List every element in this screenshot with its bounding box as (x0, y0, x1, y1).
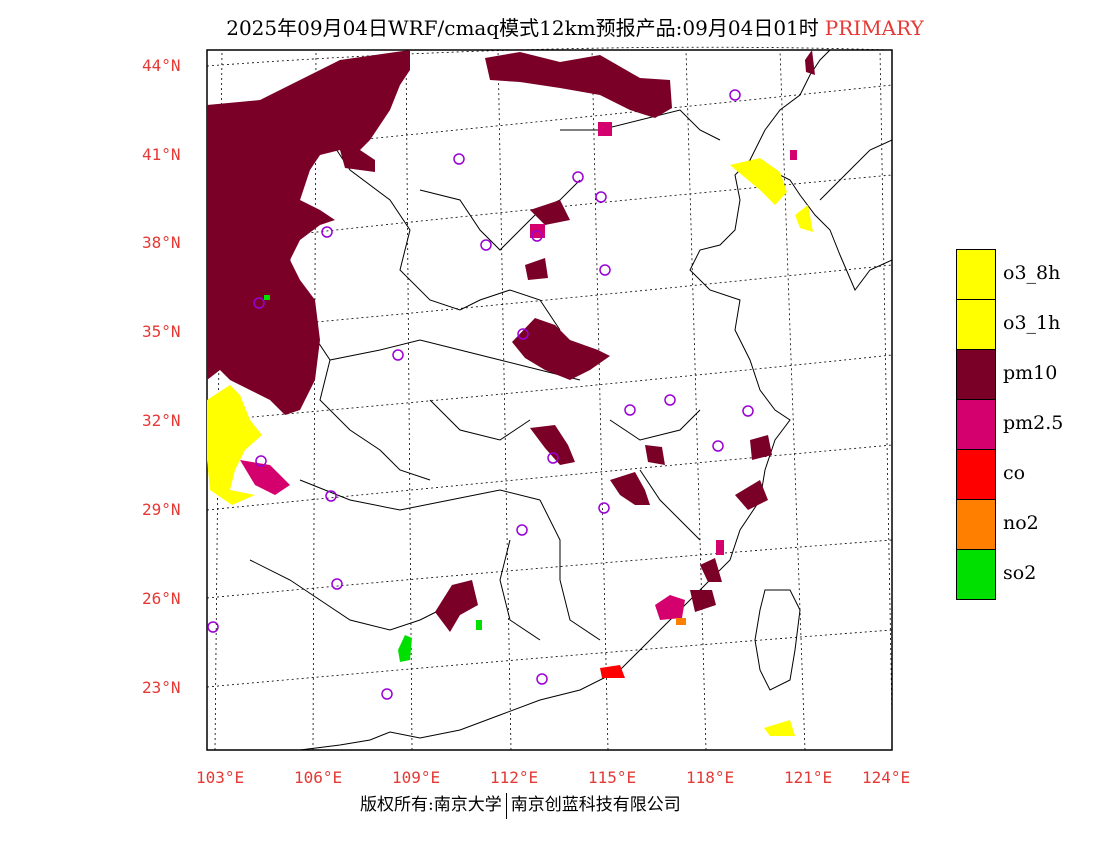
footer-divider (505, 792, 507, 819)
no2-region (676, 618, 686, 625)
legend-label-pm10: pm10 (1003, 362, 1058, 384)
legend-label-o3-8h: o3_8h (1003, 262, 1061, 284)
legend-swatch-co (956, 449, 996, 499)
copyright-left: 版权所有:南京大学 (360, 795, 502, 815)
legend: o3_8h o3_1h pm10 pm2.5 co no2 so2 (956, 249, 1063, 600)
lat-label-32: 32°N (142, 411, 181, 430)
copyright-right: 南京创蓝科技有限公司 (510, 795, 681, 815)
so2-regions (264, 295, 482, 662)
lat-label-26: 26°N (142, 589, 181, 608)
lon-label-124: 124°E (862, 768, 911, 787)
lon-label-106: 106°E (294, 768, 343, 787)
lat-label-35: 35°N (142, 322, 181, 341)
pm10-regions (207, 50, 815, 632)
legend-swatch-o3-8h (956, 249, 996, 299)
title-main: 2025年09月04日WRF/cmaq模式12km预报产品:09月04日01时 (226, 16, 819, 40)
lon-label-109: 109°E (392, 768, 441, 787)
legend-label-pm25: pm2.5 (1003, 412, 1064, 434)
co-region (600, 665, 625, 678)
legend-swatch-no2 (956, 499, 996, 549)
lat-label-23: 23°N (142, 678, 181, 697)
lon-label-103: 103°E (196, 768, 245, 787)
lon-label-112: 112°E (490, 768, 539, 787)
legend-label-o3-1h: o3_1h (1003, 312, 1061, 334)
legend-swatch-so2 (956, 549, 996, 600)
lat-label-41: 41°N (142, 145, 181, 164)
copyright-footer: 版权所有:南京大学 南京创蓝科技有限公司 (360, 790, 681, 819)
lon-label-118: 118°E (686, 768, 735, 787)
o3-regions (207, 158, 813, 736)
lat-label-44: 44°N (142, 56, 181, 75)
legend-label-no2: no2 (1003, 512, 1039, 534)
pm25-regions (240, 122, 797, 620)
station-markers (207, 89, 754, 700)
map-frame (206, 49, 893, 751)
title-tag: PRIMARY (824, 16, 924, 40)
legend-label-co: co (1003, 462, 1026, 484)
legend-swatch-pm10 (956, 349, 996, 399)
legend-label-so2: so2 (1003, 562, 1037, 584)
map-title: 2025年09月04日WRF/cmaq模式12km预报产品:09月04日01时 P… (0, 12, 1100, 41)
legend-swatch-pm25 (956, 399, 996, 449)
lon-label-121: 121°E (784, 768, 833, 787)
legend-swatch-o3-1h (956, 299, 996, 349)
lon-label-115: 115°E (588, 768, 637, 787)
lat-label-38: 38°N (142, 233, 181, 252)
lat-label-29: 29°N (142, 500, 181, 519)
